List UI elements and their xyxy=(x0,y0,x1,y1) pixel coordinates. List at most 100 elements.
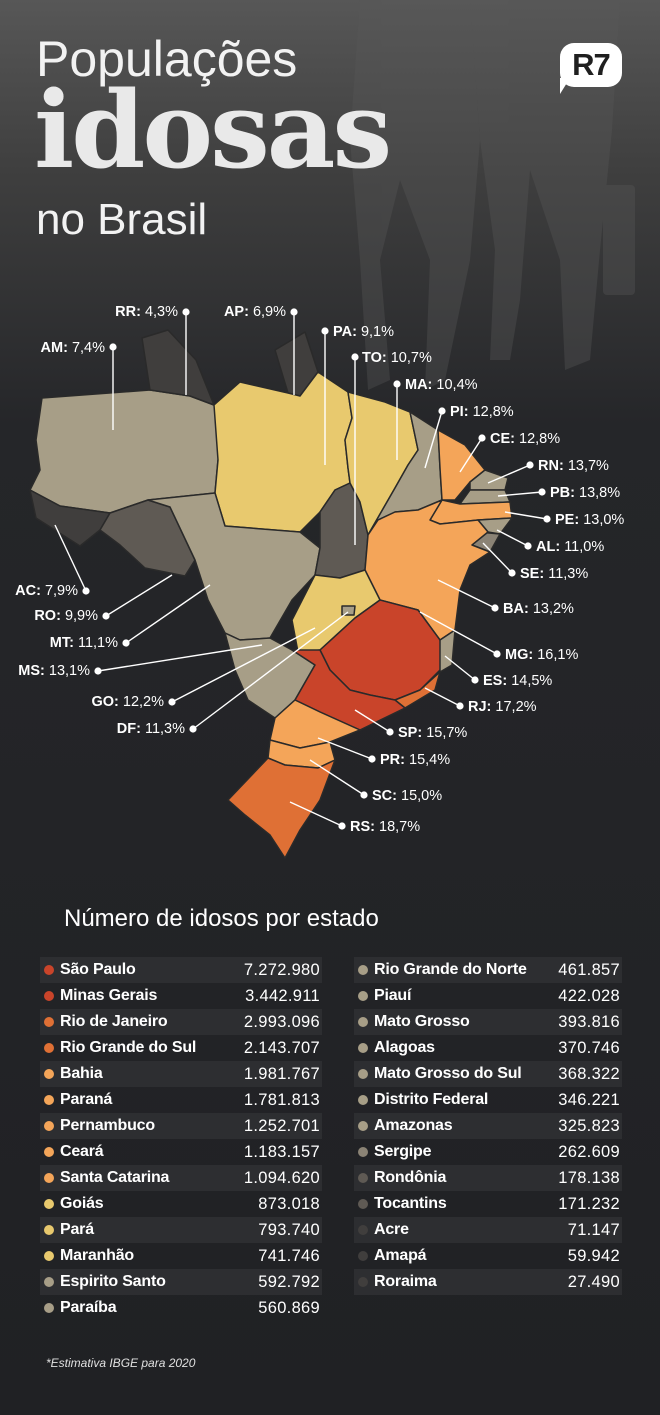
state-name: São Paulo xyxy=(60,961,136,978)
leader-line-es xyxy=(444,655,476,681)
state-df xyxy=(341,605,356,616)
state-name: Espirito Santo xyxy=(60,1273,166,1290)
state-count: 461.857 xyxy=(558,961,620,979)
legend-dot xyxy=(358,1069,368,1079)
state-count: 393.816 xyxy=(558,1013,620,1031)
label-dot-pr xyxy=(368,755,376,763)
state-label-mt: MT: 11,1% xyxy=(50,635,118,651)
state-label-rj: RJ: 17,2% xyxy=(468,699,537,715)
state-name: Pará xyxy=(60,1221,94,1238)
footnote: *Estimativa IBGE para 2020 xyxy=(46,1356,196,1370)
state-count: 873.018 xyxy=(258,1195,320,1213)
state-label-rn: RN: 13,7% xyxy=(538,458,609,474)
label-dot-se xyxy=(508,569,516,577)
state-label-ac: AC: 7,9% xyxy=(15,583,78,599)
state-name: Tocantins xyxy=(374,1195,447,1212)
state-count: 1.183.157 xyxy=(243,1143,320,1161)
legend-dot xyxy=(44,1043,54,1053)
label-dot-rr xyxy=(182,308,190,316)
table-row: Amapá 59.942 xyxy=(354,1243,622,1269)
leader-line-mg xyxy=(419,611,498,655)
state-label-sp: SP: 15,7% xyxy=(398,725,467,741)
table-row: Amazonas 325.823 xyxy=(354,1113,622,1139)
leader-line-mt xyxy=(125,584,211,644)
state-name: Rio de Janeiro xyxy=(60,1013,168,1030)
table-row: Piauí 422.028 xyxy=(354,983,622,1009)
state-name: Rio Grande do Norte xyxy=(374,961,527,978)
leader-line-se xyxy=(482,542,513,574)
state-label-rs: RS: 18,7% xyxy=(350,819,420,835)
label-dot-ap xyxy=(290,308,298,316)
table-row: Alagoas 370.746 xyxy=(354,1035,622,1061)
leader-line-rn xyxy=(487,464,531,484)
state-name: Mato Grosso xyxy=(374,1013,470,1030)
table-row: Rio de Janeiro 2.993.096 xyxy=(40,1009,322,1035)
state-label-ms: MS: 13,1% xyxy=(18,663,90,679)
state-count: 7.272.980 xyxy=(243,961,320,979)
legend-dot xyxy=(358,1121,368,1131)
label-dot-rj xyxy=(456,702,464,710)
state-count: 793.740 xyxy=(258,1221,320,1239)
label-dot-am xyxy=(109,343,117,351)
state-count: 346.221 xyxy=(558,1091,620,1109)
label-dot-pe xyxy=(543,515,551,523)
state-count: 2.143.707 xyxy=(243,1039,320,1057)
state-label-sc: SC: 15,0% xyxy=(372,788,442,804)
label-dot-es xyxy=(471,676,479,684)
state-name: Bahia xyxy=(60,1065,103,1082)
label-dot-rn xyxy=(526,461,534,469)
state-name: Minas Gerais xyxy=(60,987,158,1004)
table-row: Pará 793.740 xyxy=(40,1217,322,1243)
leader-line-sp xyxy=(354,709,391,733)
legend-dot xyxy=(44,1199,54,1209)
table-row: Distrito Federal 346.221 xyxy=(354,1087,622,1113)
label-dot-mt xyxy=(122,639,130,647)
state-name: Amapá xyxy=(374,1247,427,1264)
label-dot-go xyxy=(168,698,176,706)
leader-line-ms xyxy=(97,644,263,672)
leader-line-go xyxy=(171,627,316,703)
state-label-pa: PA: 9,1% xyxy=(333,324,394,340)
table-row: Maranhão 741.746 xyxy=(40,1243,322,1269)
title-line-1: Populações xyxy=(36,31,298,87)
brazil-map: RR: 4,3% AP: 6,9% AM: 7,4% PA: 9,1% TO: 10,7… xyxy=(15,304,624,859)
table-row: Rondônia 178.138 xyxy=(354,1165,622,1191)
label-dot-ma xyxy=(393,380,401,388)
label-dot-rs xyxy=(338,822,346,830)
state-label-mg: MG: 16,1% xyxy=(505,647,578,663)
legend-dot xyxy=(358,1017,368,1027)
state-name: Alagoas xyxy=(374,1039,435,1056)
state-count: 178.138 xyxy=(558,1169,620,1187)
state-label-ro: RO: 9,9% xyxy=(34,608,98,624)
state-label-al: AL: 11,0% xyxy=(536,539,604,555)
leader-line-ac xyxy=(54,524,87,592)
legend-dot xyxy=(44,1095,54,1105)
leader-line-df xyxy=(192,611,349,730)
state-name: Paraná xyxy=(60,1091,113,1108)
label-dot-ba xyxy=(491,604,499,612)
leader-line-ro xyxy=(105,574,173,617)
title-line-2: idosas xyxy=(34,67,392,192)
state-count: 370.746 xyxy=(558,1039,620,1057)
label-dot-df xyxy=(189,725,197,733)
state-label-pi: PI: 12,8% xyxy=(450,404,514,420)
legend-dot xyxy=(358,1095,368,1105)
table-row: Rio Grande do Sul 2.143.707 xyxy=(40,1035,322,1061)
state-count: 368.322 xyxy=(558,1065,620,1083)
state-name: Pernambuco xyxy=(60,1117,155,1134)
leader-line-rs xyxy=(289,801,343,827)
r7-logo: R7 xyxy=(560,43,622,87)
table-row: Minas Gerais 3.442.911 xyxy=(40,983,322,1009)
table-row: Sergipe 262.609 xyxy=(354,1139,622,1165)
leader-line-ce xyxy=(459,437,483,473)
state-name: Rio Grande do Sul xyxy=(60,1039,197,1056)
legend-dot xyxy=(44,1303,54,1313)
legend-dot xyxy=(358,1277,368,1287)
state-mt xyxy=(147,492,321,641)
state-label-pe: PE: 13,0% xyxy=(555,512,624,528)
legend-dot xyxy=(44,1147,54,1157)
legend-dot xyxy=(44,1173,54,1183)
state-count: 1.781.813 xyxy=(243,1091,320,1109)
title-line-3: no Brasil xyxy=(36,195,208,244)
legend-dot xyxy=(358,1043,368,1053)
